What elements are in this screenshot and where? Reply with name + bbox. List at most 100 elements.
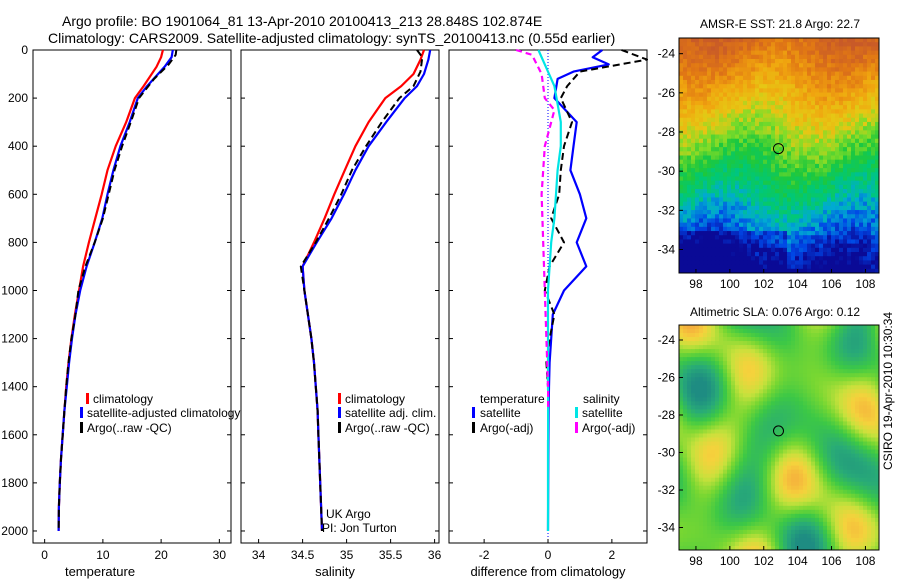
map-cell: [695, 226, 700, 232]
map-cell: [731, 409, 736, 414]
map-cell: [787, 50, 792, 56]
map-cell: [831, 151, 836, 156]
map-cell: [839, 38, 844, 43]
map-cell: [771, 88, 776, 93]
map-cell: [727, 184, 732, 190]
map-cell: [795, 260, 800, 266]
map-cell: [771, 67, 776, 72]
map-cell: [679, 256, 684, 261]
map-cell: [743, 189, 748, 194]
map-cell: [711, 168, 716, 173]
map-cell: [875, 121, 880, 127]
map-cell: [747, 461, 752, 467]
map-cell: [875, 247, 880, 253]
map-cell: [719, 210, 724, 215]
map-cell: [763, 105, 768, 110]
map-cell: [867, 477, 872, 483]
map-cell: [839, 333, 844, 338]
map-cell: [787, 461, 792, 467]
map-cell: [851, 421, 856, 426]
map-cell: [855, 377, 860, 382]
map-cell: [827, 268, 832, 274]
map-cell: [823, 341, 828, 346]
map-cell: [715, 381, 720, 386]
map-cell: [783, 201, 788, 207]
map-cell: [771, 180, 776, 186]
map-cell: [687, 63, 692, 68]
map-cell: [803, 58, 808, 64]
map-cell: [779, 142, 784, 148]
map-cell: [795, 151, 800, 156]
map-cell: [831, 465, 836, 471]
map-cell: [755, 189, 760, 194]
map-cell: [727, 357, 732, 362]
map-cell: [723, 393, 728, 398]
map-cell: [779, 252, 784, 257]
map-cell: [695, 252, 700, 257]
map-cell: [695, 345, 700, 350]
map-cell: [859, 329, 864, 334]
map-cell: [763, 100, 768, 106]
map-cell: [687, 449, 692, 454]
map-cell: [807, 437, 812, 442]
map-cell: [807, 88, 812, 93]
map-cell: [795, 100, 800, 106]
map-cell: [775, 58, 780, 64]
map-cell: [875, 333, 880, 338]
map-cell: [815, 473, 820, 479]
map-cell: [823, 264, 828, 270]
map-cell: [731, 389, 736, 394]
map-cell: [755, 389, 760, 394]
map-cell: [699, 485, 704, 491]
map-cell: [855, 105, 860, 110]
map-cell: [711, 235, 716, 240]
map-cell: [835, 218, 840, 224]
map-cell: [743, 105, 748, 110]
map-cell: [703, 453, 708, 458]
map-cell: [735, 417, 740, 422]
map-cell: [691, 256, 696, 261]
map-cell: [691, 421, 696, 426]
map-cell: [823, 176, 828, 182]
map-cell: [715, 75, 720, 81]
map-cell: [855, 264, 860, 270]
map-cell: [691, 401, 696, 406]
map-cell: [699, 369, 704, 374]
map-cell: [727, 325, 732, 330]
map-cell: [699, 353, 704, 358]
map-cell: [775, 349, 780, 354]
map-cell: [847, 134, 852, 140]
map-cell: [863, 67, 868, 72]
map-cell: [831, 63, 836, 68]
map-cell: [871, 385, 876, 390]
map-cell: [683, 205, 688, 211]
map-cell: [747, 88, 752, 93]
map-cell: [699, 385, 704, 390]
map-cell: [707, 393, 712, 398]
map-cell: [811, 473, 816, 479]
map-cell: [831, 193, 836, 198]
map-cell: [827, 401, 832, 406]
map-cell: [799, 79, 804, 85]
map-cell: [835, 365, 840, 370]
map-cell: [715, 341, 720, 346]
map-cell: [735, 172, 740, 177]
map-cell: [803, 193, 808, 198]
map-cell: [863, 449, 868, 454]
map-cell: [707, 96, 712, 102]
map-cell: [871, 345, 876, 350]
map-cell: [711, 134, 716, 140]
map-cell: [827, 325, 832, 330]
map-cell: [863, 184, 868, 190]
map-cell: [831, 231, 836, 236]
map-cell: [783, 218, 788, 224]
map-cell: [851, 109, 856, 114]
map-cell: [711, 113, 716, 119]
map-cell: [819, 252, 824, 257]
map-cell: [835, 252, 840, 257]
map-cell: [867, 147, 872, 152]
map-cell: [799, 205, 804, 211]
map-cell: [831, 385, 836, 390]
map-cell: [759, 365, 764, 370]
map-cell: [871, 365, 876, 370]
